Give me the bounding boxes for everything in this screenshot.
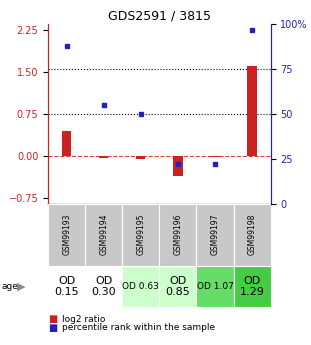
- Text: GSM99193: GSM99193: [62, 214, 71, 255]
- Text: GSM99198: GSM99198: [248, 214, 257, 255]
- Text: OD 1.07: OD 1.07: [197, 282, 234, 291]
- Bar: [99, 156, 109, 158]
- Text: GSM99195: GSM99195: [136, 214, 145, 255]
- Title: GDS2591 / 3815: GDS2591 / 3815: [108, 10, 211, 23]
- Text: ■: ■: [48, 314, 58, 324]
- Bar: [234, 204, 271, 266]
- Text: OD 0.63: OD 0.63: [123, 282, 159, 291]
- Text: percentile rank within the sample: percentile rank within the sample: [62, 323, 215, 332]
- Text: ■: ■: [48, 323, 58, 333]
- Bar: [85, 204, 122, 266]
- Text: age: age: [2, 282, 18, 291]
- Bar: [210, 156, 220, 157]
- Bar: [122, 266, 159, 307]
- Bar: [136, 156, 146, 159]
- Text: GSM99196: GSM99196: [174, 214, 183, 255]
- Bar: [197, 266, 234, 307]
- Bar: [173, 156, 183, 176]
- Text: log2 ratio: log2 ratio: [62, 315, 105, 324]
- Bar: [48, 266, 85, 307]
- Bar: [159, 266, 197, 307]
- Text: OD
0.15: OD 0.15: [54, 276, 79, 297]
- Bar: [248, 66, 257, 156]
- Text: ▶: ▶: [17, 282, 26, 291]
- Bar: [159, 204, 197, 266]
- Text: OD
0.30: OD 0.30: [91, 276, 116, 297]
- Text: OD
1.29: OD 1.29: [239, 276, 264, 297]
- Text: OD
0.85: OD 0.85: [165, 276, 190, 297]
- Bar: [85, 266, 122, 307]
- Text: GSM99197: GSM99197: [211, 214, 220, 255]
- Bar: [234, 266, 271, 307]
- Bar: [62, 131, 71, 156]
- Bar: [122, 204, 159, 266]
- Bar: [48, 204, 85, 266]
- Text: GSM99194: GSM99194: [99, 214, 108, 255]
- Bar: [197, 204, 234, 266]
